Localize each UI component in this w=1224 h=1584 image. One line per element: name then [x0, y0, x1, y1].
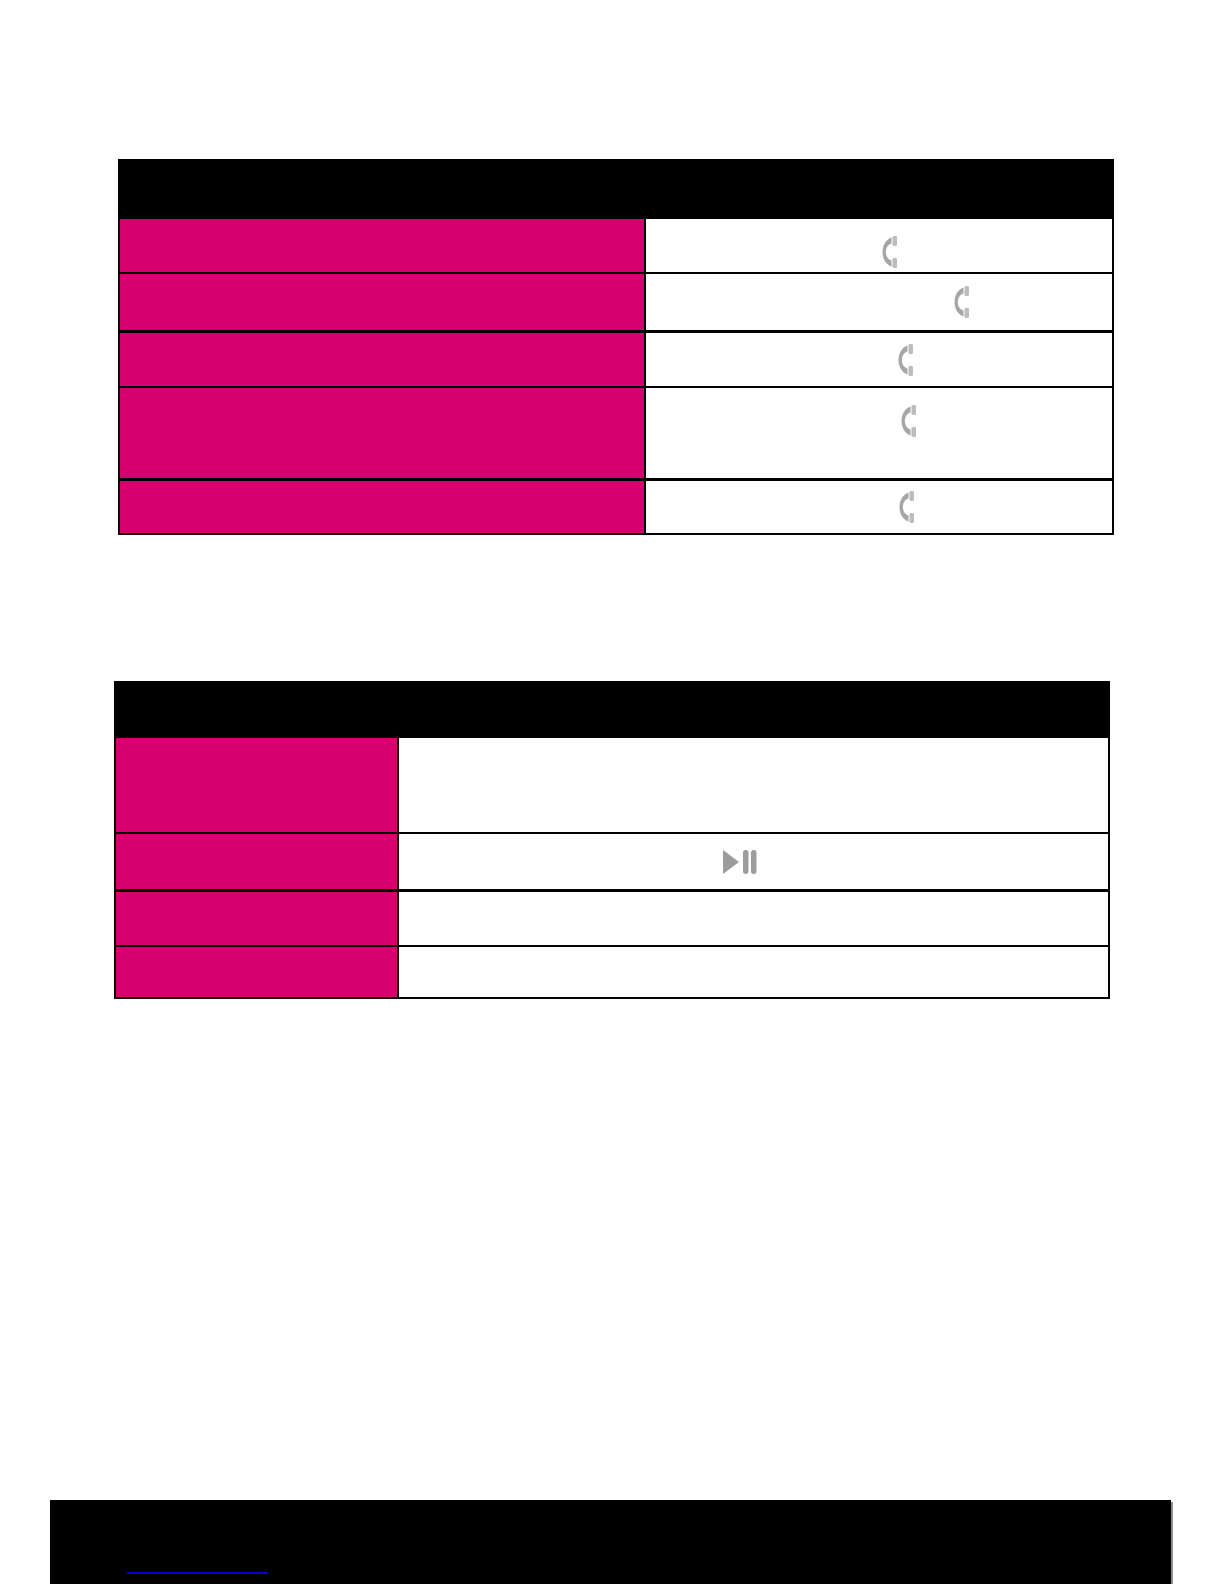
table-1 — [118, 159, 1114, 535]
row-value-cell — [646, 481, 1112, 533]
row-value-cell — [646, 274, 1112, 330]
row-value-cell — [646, 388, 1112, 478]
table-2-body — [116, 736, 1108, 997]
table-1-header — [120, 161, 1112, 217]
row-value-cell — [399, 892, 1108, 945]
row-value-cell — [399, 947, 1108, 997]
table-row — [116, 736, 1108, 832]
row-value-cell — [399, 834, 1108, 889]
table-row — [120, 217, 1112, 272]
phone-receiver-icon — [946, 284, 971, 320]
table-2-header — [116, 683, 1108, 736]
table-row — [120, 386, 1112, 478]
row-label-cell — [116, 834, 399, 889]
row-value-cell — [399, 738, 1108, 832]
table-row — [116, 945, 1108, 997]
row-label-cell — [116, 892, 399, 945]
table-1-body — [120, 217, 1112, 533]
phone-receiver-icon — [891, 489, 916, 525]
table-row — [120, 272, 1112, 330]
phone-receiver-icon — [890, 342, 915, 378]
table-row — [116, 832, 1108, 889]
phone-receiver-icon — [893, 403, 918, 439]
row-label-cell — [116, 738, 399, 832]
row-label-cell — [116, 947, 399, 997]
row-value-cell — [646, 219, 1112, 272]
phone-receiver-icon — [874, 234, 899, 270]
table-row — [120, 478, 1112, 533]
row-label-cell — [120, 274, 646, 330]
play-pause-icon — [720, 848, 760, 876]
table-2 — [114, 681, 1110, 999]
row-value-cell — [646, 333, 1112, 386]
footer-bar — [50, 1500, 1171, 1584]
table-row — [120, 330, 1112, 386]
row-label-cell — [120, 219, 646, 272]
row-label-cell — [120, 333, 646, 386]
footer-link[interactable] — [127, 1559, 268, 1574]
table-row — [116, 889, 1108, 945]
row-label-cell — [120, 388, 646, 478]
row-label-cell — [120, 481, 646, 533]
